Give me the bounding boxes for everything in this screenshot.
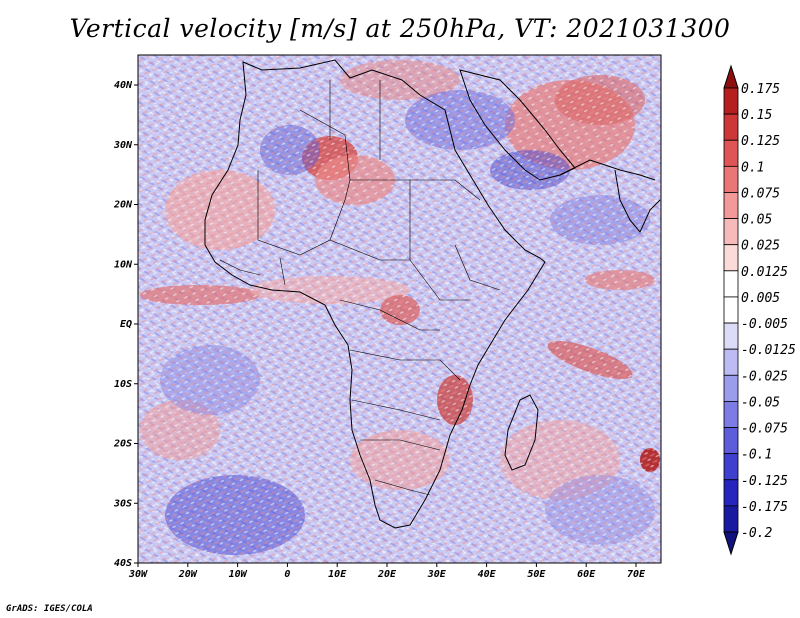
colorbar-swatch <box>723 348 739 376</box>
latitude-axis: 40N 30N 20N 10N EQ 10S 20S 30S 40S <box>113 80 138 569</box>
colorbar-swatch <box>723 165 739 193</box>
colorbar-swatch <box>723 479 739 507</box>
colorbar-level-label: 0.1 <box>741 160 764 175</box>
lon-tick-label: 10W <box>229 569 248 580</box>
map-title: Vertical velocity [m/s] at 250hPa, VT: 2… <box>69 14 731 43</box>
colorbar-level-label: -0.075 <box>741 422 788 437</box>
lat-tick-label: EQ <box>120 319 132 330</box>
colorbar-level-label: -0.175 <box>741 500 788 515</box>
colorbar-swatch <box>723 192 739 219</box>
colorbar-level-label: -0.0125 <box>741 343 796 358</box>
colorbar-level-label: -0.2 <box>741 526 772 541</box>
colorbar-level-label: 0.05 <box>741 213 772 228</box>
colorbar-swatch <box>723 87 739 115</box>
velocity-field <box>138 55 661 563</box>
colorbar-level-label: -0.025 <box>741 369 788 384</box>
lon-tick-label: 20W <box>178 569 198 580</box>
colorbar-swatch <box>723 296 739 324</box>
colorbar-swatch <box>723 374 739 402</box>
lat-tick-label: 10N <box>114 259 133 270</box>
country-borders <box>219 80 501 496</box>
lon-tick-label: 30E <box>427 569 447 580</box>
colorbar-level-label: 0.125 <box>741 134 780 149</box>
lon-tick-label: 30W <box>128 569 148 580</box>
lat-tick-label: 10S <box>114 379 132 390</box>
lon-tick-label: 40E <box>478 569 497 580</box>
colorbar-swatch <box>723 139 739 167</box>
colorbar-level-label: 0.0125 <box>741 265 788 280</box>
colorbar-swatch <box>723 113 739 141</box>
lat-tick-label: 40S <box>114 558 132 569</box>
lon-tick-label: 60E <box>577 569 596 580</box>
lon-tick-label: 50E <box>527 569 546 580</box>
colorbar-top-arrow <box>723 64 739 89</box>
colorbar-level-label: 0.005 <box>741 291 780 306</box>
credit-text: GrADS: IGES/COLA <box>6 604 93 614</box>
colorbar-swatch <box>723 505 739 533</box>
longitude-axis: 30W 20W 10W 0 10E 20E 30E 40E 50E 60E 70E <box>128 563 646 580</box>
colorbar-swatch <box>723 401 739 428</box>
colorbar: 0.175 0.15 0.125 0.1 0.075 0.05 0.025 0.0125 0.0… <box>723 64 796 556</box>
lat-tick-label: 30N <box>113 140 133 151</box>
lat-tick-label: 30S <box>113 498 132 509</box>
lon-tick-label: 20E <box>377 569 397 580</box>
colorbar-level-label: 0.075 <box>741 186 780 201</box>
colorbar-level-label: 0.175 <box>741 82 780 97</box>
colorbar-level-label: -0.1 <box>741 448 772 463</box>
lon-tick-label: 70E <box>627 569 646 580</box>
colorbar-swatch <box>723 270 739 298</box>
lat-tick-label: 40N <box>114 80 133 91</box>
colorbar-swatch <box>723 218 739 246</box>
coastline <box>204 59 661 529</box>
lon-tick-label: 0 <box>284 569 290 580</box>
colorbar-swatch <box>723 322 739 350</box>
lat-tick-label: 20S <box>113 439 132 450</box>
plot-frame <box>137 54 662 564</box>
lon-tick-label: 10E <box>328 569 347 580</box>
colorbar-swatch <box>723 244 739 272</box>
colorbar-level-label: 0.15 <box>741 108 772 123</box>
colorbar-level-label: -0.125 <box>741 474 788 489</box>
colorbar-level-label: 0.025 <box>741 239 780 254</box>
colorbar-swatch <box>723 427 739 455</box>
colorbar-level-label: -0.05 <box>741 395 780 410</box>
colorbar-swatch <box>723 453 739 481</box>
lat-tick-label: 20N <box>113 200 133 211</box>
colorbar-bottom-arrow <box>723 531 739 556</box>
colorbar-level-label: -0.005 <box>741 317 788 332</box>
